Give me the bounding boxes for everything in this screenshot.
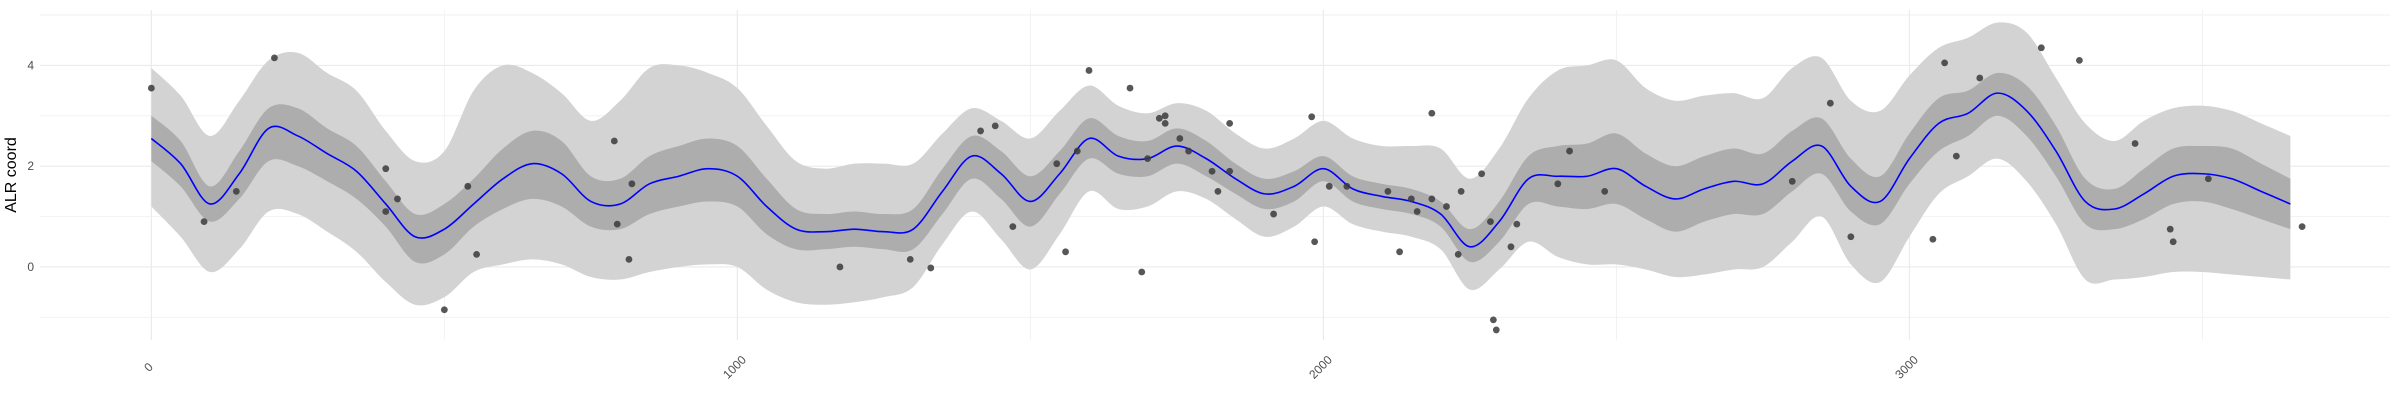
data-point xyxy=(927,264,935,272)
data-point xyxy=(1929,235,1937,243)
data-point xyxy=(147,84,155,92)
data-point xyxy=(473,250,480,258)
data-point xyxy=(610,137,618,145)
data-point xyxy=(2204,175,2212,183)
data-point xyxy=(1270,210,1278,218)
data-point xyxy=(1208,167,1216,175)
data-point xyxy=(1073,147,1081,155)
data-point xyxy=(464,182,472,190)
data-point xyxy=(1413,208,1421,215)
data-point xyxy=(991,122,999,130)
data-point xyxy=(906,255,914,263)
data-point xyxy=(1941,59,1949,67)
data-point xyxy=(1226,119,1234,127)
data-point xyxy=(1138,268,1146,276)
data-point xyxy=(1454,250,1462,258)
data-point xyxy=(613,220,621,228)
data-point xyxy=(200,218,208,226)
data-point xyxy=(1976,74,1984,82)
data-point xyxy=(1161,119,1169,127)
data-point xyxy=(2169,238,2177,246)
data-point xyxy=(1826,99,1834,107)
data-point xyxy=(2298,223,2306,231)
data-point xyxy=(1308,113,1316,121)
data-point xyxy=(1554,180,1562,188)
y-tick-label: 0 xyxy=(27,260,34,274)
mean-line-path xyxy=(150,92,2291,248)
data-point xyxy=(440,306,448,314)
data-point xyxy=(1566,147,1573,155)
data-point xyxy=(1507,243,1515,251)
data-point xyxy=(382,165,390,173)
data-point xyxy=(382,208,390,215)
data-point xyxy=(1407,195,1415,203)
data-point xyxy=(1478,170,1486,178)
data-point xyxy=(1214,187,1222,195)
data-point xyxy=(2166,225,2174,233)
data-point xyxy=(1487,218,1494,226)
data-point xyxy=(1185,147,1193,155)
data-point xyxy=(1062,248,1069,256)
data-point xyxy=(232,187,240,195)
y-tick-label: 2 xyxy=(27,159,34,173)
data-point xyxy=(1126,84,1134,92)
data-point xyxy=(1428,195,1436,203)
data-point xyxy=(1492,326,1500,334)
data-point xyxy=(1847,233,1855,241)
data-point xyxy=(2037,44,2045,52)
data-point xyxy=(1343,182,1351,190)
data-point xyxy=(2131,140,2139,147)
posterior-mean-line xyxy=(150,92,2291,248)
y-axis-ticks: 0 2 4 xyxy=(27,58,34,274)
data-point xyxy=(1384,187,1392,195)
data-point xyxy=(628,180,636,188)
data-point xyxy=(1601,187,1609,195)
data-point xyxy=(394,195,401,203)
data-point xyxy=(1085,67,1093,74)
data-point xyxy=(1155,114,1163,122)
data-point xyxy=(1952,152,1960,160)
data-point xyxy=(1311,238,1319,246)
data-point xyxy=(1161,112,1169,120)
data-point xyxy=(1457,187,1465,195)
data-point xyxy=(271,54,278,62)
data-point xyxy=(1443,203,1450,210)
data-point xyxy=(2076,56,2083,64)
data-point xyxy=(1226,167,1234,175)
data-point xyxy=(1428,109,1436,117)
data-point xyxy=(625,255,633,263)
y-tick-label: 4 xyxy=(27,58,34,72)
data-point xyxy=(1513,220,1521,228)
data-point xyxy=(1325,182,1333,190)
data-point xyxy=(1176,135,1184,142)
y-axis-title: ALR coord xyxy=(3,137,20,213)
data-point xyxy=(836,263,844,271)
data-point xyxy=(1144,155,1152,163)
data-point xyxy=(1396,248,1404,256)
data-point xyxy=(1489,316,1497,324)
data-point xyxy=(977,127,984,135)
observation-points xyxy=(147,44,2306,334)
data-point xyxy=(1788,177,1796,185)
data-point xyxy=(1009,223,1017,231)
data-point xyxy=(1053,160,1061,168)
